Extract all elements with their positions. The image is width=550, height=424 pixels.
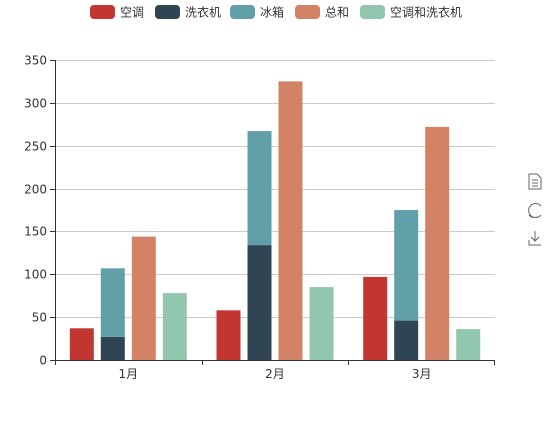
legend-item[interactable]: 空调和洗衣机 bbox=[360, 5, 462, 20]
bar-fridge-1[interactable] bbox=[247, 131, 272, 246]
bar-aircon_washer-0[interactable] bbox=[162, 293, 187, 360]
legend[interactable]: 空调 洗衣机 冰箱 总和 空调和洗衣机 bbox=[90, 5, 462, 20]
restore-icon[interactable] bbox=[528, 203, 542, 218]
y-tick-label: 250 bbox=[24, 140, 47, 154]
x-tick-label: 1月 bbox=[119, 367, 139, 381]
legend-label: 冰箱 bbox=[260, 5, 284, 20]
bar-washer-0[interactable] bbox=[100, 336, 125, 360]
legend-item[interactable]: 空调 bbox=[90, 5, 144, 20]
toolbox[interactable] bbox=[528, 173, 542, 246]
bar-fridge-2[interactable] bbox=[394, 210, 419, 321]
axes: 0 50 100 150 200 250 300 350 1月 2月 3月 bbox=[24, 54, 495, 381]
bar-total-1[interactable] bbox=[278, 81, 303, 361]
y-tick-label: 350 bbox=[24, 54, 47, 68]
bar-washer-2[interactable] bbox=[394, 320, 419, 360]
y-tick-label: 0 bbox=[39, 354, 47, 368]
legend-swatch bbox=[295, 5, 320, 19]
legend-label: 总和 bbox=[325, 6, 349, 20]
bar-fridge-0[interactable] bbox=[100, 268, 125, 337]
bar-aircon_washer-1[interactable] bbox=[309, 287, 334, 360]
y-tick-label: 300 bbox=[24, 97, 47, 111]
legend-item[interactable]: 总和 bbox=[295, 5, 349, 20]
legend-swatch bbox=[155, 5, 180, 19]
bar-aircon-1[interactable] bbox=[216, 310, 241, 360]
bar-aircon-0[interactable] bbox=[69, 328, 94, 360]
legend-item[interactable]: 冰箱 bbox=[230, 5, 284, 20]
bar-aircon-2[interactable] bbox=[363, 276, 388, 360]
x-tick-label: 2月 bbox=[265, 367, 285, 381]
legend-swatch bbox=[230, 5, 255, 19]
y-tick-label: 100 bbox=[24, 268, 47, 282]
legend-item[interactable]: 洗衣机 bbox=[155, 5, 221, 20]
data-view-icon[interactable] bbox=[528, 173, 542, 190]
y-tick-label: 150 bbox=[24, 225, 47, 239]
bar-aircon_washer-2[interactable] bbox=[456, 329, 481, 360]
legend-swatch bbox=[90, 5, 115, 19]
y-tick-label: 50 bbox=[32, 311, 47, 325]
legend-label: 洗衣机 bbox=[185, 5, 221, 20]
bar-total-0[interactable] bbox=[131, 236, 156, 360]
y-tick-label: 200 bbox=[24, 183, 47, 197]
x-tick-label: 3月 bbox=[412, 367, 432, 381]
save-image-icon[interactable] bbox=[528, 231, 541, 246]
legend-label: 空调和洗衣机 bbox=[390, 5, 462, 20]
legend-label: 空调 bbox=[120, 6, 144, 20]
grid-lines bbox=[55, 60, 495, 318]
bars bbox=[69, 81, 481, 361]
bar-total-2[interactable] bbox=[425, 126, 450, 361]
legend-swatch bbox=[360, 5, 385, 19]
bar-washer-1[interactable] bbox=[247, 245, 272, 360]
